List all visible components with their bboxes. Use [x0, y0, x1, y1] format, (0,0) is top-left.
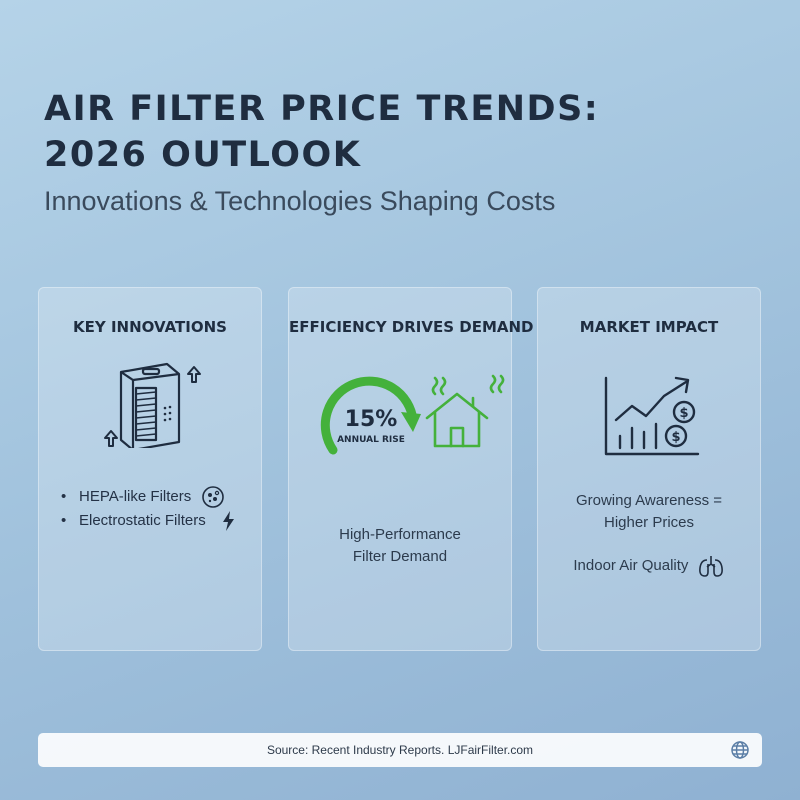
stat-label: ANNUAL RISE: [337, 435, 405, 445]
card-efficiency-demand: EFFICIENCY DRIVES DEMAND 15% ANNUAL RISE…: [288, 287, 534, 651]
house-air-icon: [425, 374, 505, 448]
growth-arrow-head: [401, 412, 421, 432]
demand-text: High-Performance Filter Demand: [289, 524, 511, 568]
card-market-impact: MARKET IMPACT $ $ Growing Awareness = Hi…: [537, 287, 761, 651]
list-item: • HEPA-like Filters: [61, 485, 238, 509]
air-purifier-icon: [104, 362, 201, 448]
indoor-air-quality: Indoor Air Quality: [538, 554, 760, 578]
text-line: Higher Prices: [603, 514, 695, 531]
text-line: High-Performance: [339, 526, 461, 543]
lungs-icon: [698, 556, 723, 577]
list-item-label: HEPA-like Filters: [79, 488, 192, 505]
list-item-label: Electrostatic Filters: [79, 512, 206, 529]
stat-value: 15%: [345, 407, 398, 432]
svg-text:$: $: [679, 406, 688, 421]
indoor-air-quality-label: Indoor Air Quality: [573, 556, 689, 574]
page-subtitle: Innovations & Technologies Shaping Costs: [44, 186, 556, 216]
lightning-icon: [222, 511, 234, 532]
globe-icon[interactable]: [730, 740, 750, 760]
text-line: Growing Awareness =: [575, 492, 723, 509]
text-line: Filter Demand: [352, 548, 448, 565]
innovations-list: • HEPA-like Filters • Electrostatic Filter…: [61, 485, 238, 533]
efficiency-graphic: 15% ANNUAL RISE: [320, 374, 505, 455]
card-title: EFFICIENCY DRIVES DEMAND: [289, 318, 534, 336]
card-title: KEY INNOVATIONS: [73, 318, 227, 336]
growth-arrow-arc: [320, 376, 418, 455]
growth-chart-icon: $ $: [604, 376, 700, 456]
svg-text:$: $: [671, 430, 680, 445]
card-key-innovations: KEY INNOVATIONS • HEPA-like Filters: [38, 287, 262, 651]
page-title: AIR FILTER PRICE TRENDS: 2026 OUTLOOK: [44, 89, 600, 175]
card-title: MARKET IMPACT: [579, 318, 719, 336]
particles-icon: [202, 486, 225, 508]
footer-bar: Source: Recent Industry Reports. LJFairF…: [38, 733, 762, 767]
market-text: Growing Awareness = Higher Prices: [538, 490, 760, 534]
source-text: Source: Recent Industry Reports. LJFairF…: [266, 743, 534, 757]
list-item: • Electrostatic Filters: [61, 509, 238, 533]
